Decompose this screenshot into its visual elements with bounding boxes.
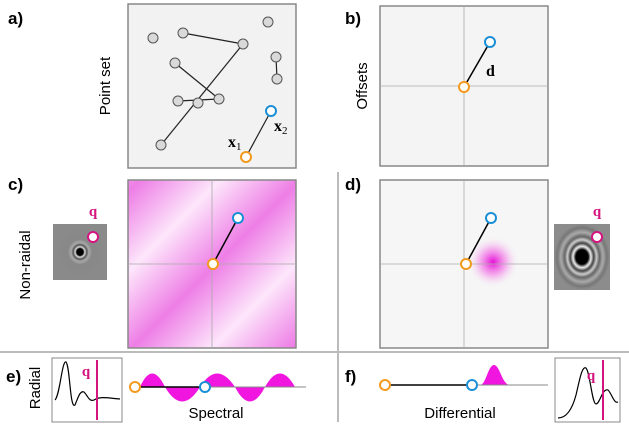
caption: Radial <box>27 367 44 410</box>
offset-point <box>467 380 477 390</box>
origin <box>380 380 390 390</box>
kernel-blob <box>467 236 519 288</box>
q-label: q <box>593 204 602 220</box>
origin <box>130 382 140 392</box>
origin <box>461 259 471 269</box>
q-marker <box>592 232 602 242</box>
origin <box>459 82 469 92</box>
point-x1 <box>241 152 251 162</box>
panel-label: e) <box>6 367 21 386</box>
q-label: q <box>587 368 596 384</box>
panel-label: a) <box>8 9 23 28</box>
q-label: q <box>82 364 91 380</box>
subscript: 2 <box>282 125 288 137</box>
offset-point <box>486 213 496 223</box>
d-label: d <box>486 63 495 80</box>
caption: Offsets <box>354 62 371 109</box>
offset-point <box>485 37 495 47</box>
subcaption: Spectral <box>188 405 243 422</box>
point-x2 <box>266 106 276 116</box>
kernel-thumbnail <box>53 224 107 280</box>
offset-point <box>233 213 243 223</box>
panel-label: d) <box>345 175 361 194</box>
offset-point <box>200 382 210 392</box>
caption: Non-raidal <box>17 230 34 299</box>
figure: a) Point set x1 x2 b) Offsets d c) Non-r… <box>0 0 629 428</box>
subscript: 1 <box>236 141 242 153</box>
differential-bump <box>480 365 510 385</box>
panel-label: f) <box>345 367 356 386</box>
symbol: x <box>228 134 236 151</box>
caption: Point set <box>97 56 114 115</box>
symbol: x <box>274 118 282 135</box>
q-label: q <box>89 204 98 220</box>
origin <box>208 259 218 269</box>
subcaption: Differential <box>424 405 495 422</box>
panel-box <box>128 4 296 168</box>
panel-label: c) <box>8 175 23 194</box>
q-marker <box>88 232 98 242</box>
panel-label: b) <box>345 9 361 28</box>
